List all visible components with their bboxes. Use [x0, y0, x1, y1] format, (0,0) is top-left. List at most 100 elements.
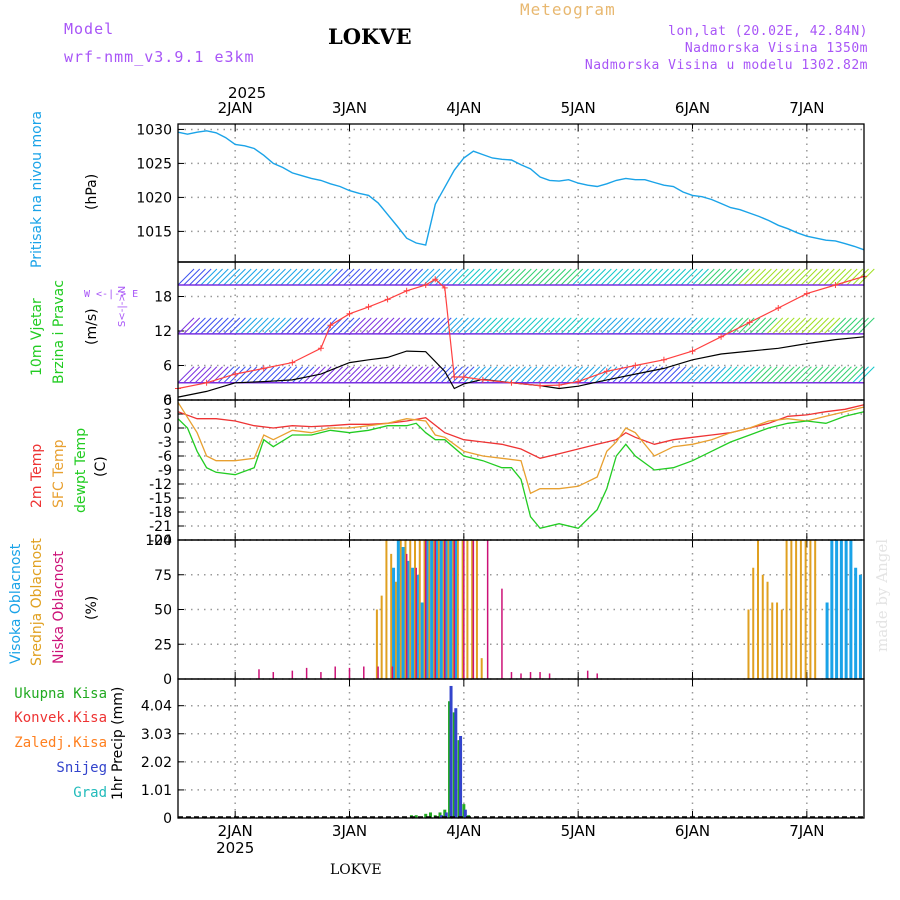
- wind-barb: [326, 366, 343, 384]
- wind-barb: [526, 268, 544, 286]
- day-label-bottom: 7JAN: [789, 822, 824, 840]
- wind-barb: [297, 317, 315, 335]
- wind-barb: [549, 317, 566, 335]
- y-tick-label: 0: [163, 393, 172, 409]
- wind-barb: [274, 366, 292, 384]
- wind-barb: [251, 268, 269, 286]
- precip-label-total: Ukupna Kisa: [14, 686, 107, 702]
- wind-barb: [320, 366, 338, 384]
- wind-barb: [606, 268, 624, 286]
- wind-barb: [474, 268, 492, 286]
- y-tick-label: -21: [149, 519, 172, 535]
- wind-barb: [326, 317, 343, 335]
- y-tick-label: 1020: [136, 190, 172, 206]
- wind-barb: [452, 366, 469, 384]
- day-label-top: 7JAN: [789, 99, 824, 117]
- precip-label-hail: Grad: [73, 785, 107, 801]
- y-tick-label: 6: [163, 393, 172, 409]
- precip-total-bar: [424, 813, 428, 818]
- wind-barb: [474, 317, 492, 335]
- wind-barb: [709, 317, 727, 335]
- wind-barb: [594, 317, 612, 335]
- wind-barb: [183, 317, 201, 335]
- wind-barb: [600, 317, 618, 335]
- wind-barb: [412, 317, 429, 335]
- wind-barb: [720, 268, 738, 286]
- wind-barb: [286, 268, 303, 286]
- wind-barb: [800, 317, 818, 335]
- wind-barb: [857, 268, 875, 286]
- wind-barb: [469, 268, 486, 286]
- wind-barb: [297, 366, 315, 384]
- wind-barb: [812, 317, 829, 335]
- wind-barb: [840, 317, 858, 335]
- model-name: wrf-nmm_v3.9.1 e3km: [64, 48, 255, 66]
- wind-barb: [680, 268, 698, 286]
- wind-barb: [846, 317, 864, 335]
- y-tick-label: -3: [158, 435, 172, 451]
- wind-barb: [629, 366, 646, 384]
- wind-barb: [749, 268, 767, 286]
- y-tick-label: -12: [149, 477, 172, 493]
- wind-barb: [469, 366, 486, 384]
- wind-barb: [640, 317, 658, 335]
- wind-barb: [343, 268, 361, 286]
- wind-barb: [429, 317, 446, 335]
- wind-barb: [692, 268, 709, 286]
- wind-barb: [766, 268, 784, 286]
- wind-barb: [354, 317, 372, 335]
- wind-barb: [246, 268, 263, 286]
- wind-barb: [194, 268, 212, 286]
- wind-barb: [372, 366, 389, 384]
- wind-barb: [715, 317, 732, 335]
- wind-barb: [377, 317, 395, 335]
- wind-barb: [383, 366, 401, 384]
- wind-barb: [846, 268, 864, 286]
- wind-barb: [783, 366, 801, 384]
- wind-barb: [469, 317, 486, 335]
- wind-barb: [715, 366, 732, 384]
- wind-barb: [406, 366, 424, 384]
- wind-direction-we: W <-|-> E: [84, 289, 139, 300]
- wind-barb: [452, 268, 469, 286]
- wind-barb: [480, 268, 498, 286]
- wind-barb: [274, 317, 292, 335]
- wind-barb: [823, 317, 841, 335]
- wind-barb: [617, 366, 635, 384]
- y-tick-label: 12: [154, 324, 172, 340]
- wind-barb: [760, 366, 778, 384]
- wind-barb: [331, 317, 349, 335]
- wind-barb: [766, 317, 784, 335]
- wind-barb: [640, 366, 658, 384]
- wind-barb: [743, 317, 761, 335]
- wind-barb: [589, 317, 606, 335]
- wind-barb: [417, 317, 435, 335]
- snow-bar: [444, 812, 448, 818]
- wind-barb: [697, 366, 715, 384]
- wind-barb: [577, 317, 595, 335]
- wind-barb: [234, 268, 252, 286]
- wind-barb: [812, 366, 829, 384]
- wind-barb: [652, 317, 669, 335]
- wind-barb: [263, 268, 281, 286]
- wind-barb: [812, 268, 829, 286]
- wind-barb: [640, 268, 658, 286]
- wind-barb: [680, 317, 698, 335]
- wind-barb: [309, 317, 326, 335]
- product-title: Meteogram: [520, 0, 616, 19]
- wind-barb: [263, 366, 281, 384]
- wind-barb: [509, 317, 526, 335]
- wind-barb: [520, 317, 538, 335]
- day-label-top: 6JAN: [675, 99, 710, 117]
- wind-barb: [720, 366, 738, 384]
- wind-barb: [772, 317, 789, 335]
- wind-barb: [229, 366, 246, 384]
- y-tick-label: 100: [145, 533, 172, 549]
- wind-barb: [309, 268, 326, 286]
- precip-label-frz: Zaledj.Kisa: [14, 735, 107, 751]
- lonlat-label: lon,lat (20.02E, 42.84N): [668, 24, 868, 39]
- wind-barb: [314, 317, 332, 335]
- wind-barb: [726, 317, 744, 335]
- snow-bar: [459, 735, 463, 818]
- wind-barb: [532, 317, 549, 335]
